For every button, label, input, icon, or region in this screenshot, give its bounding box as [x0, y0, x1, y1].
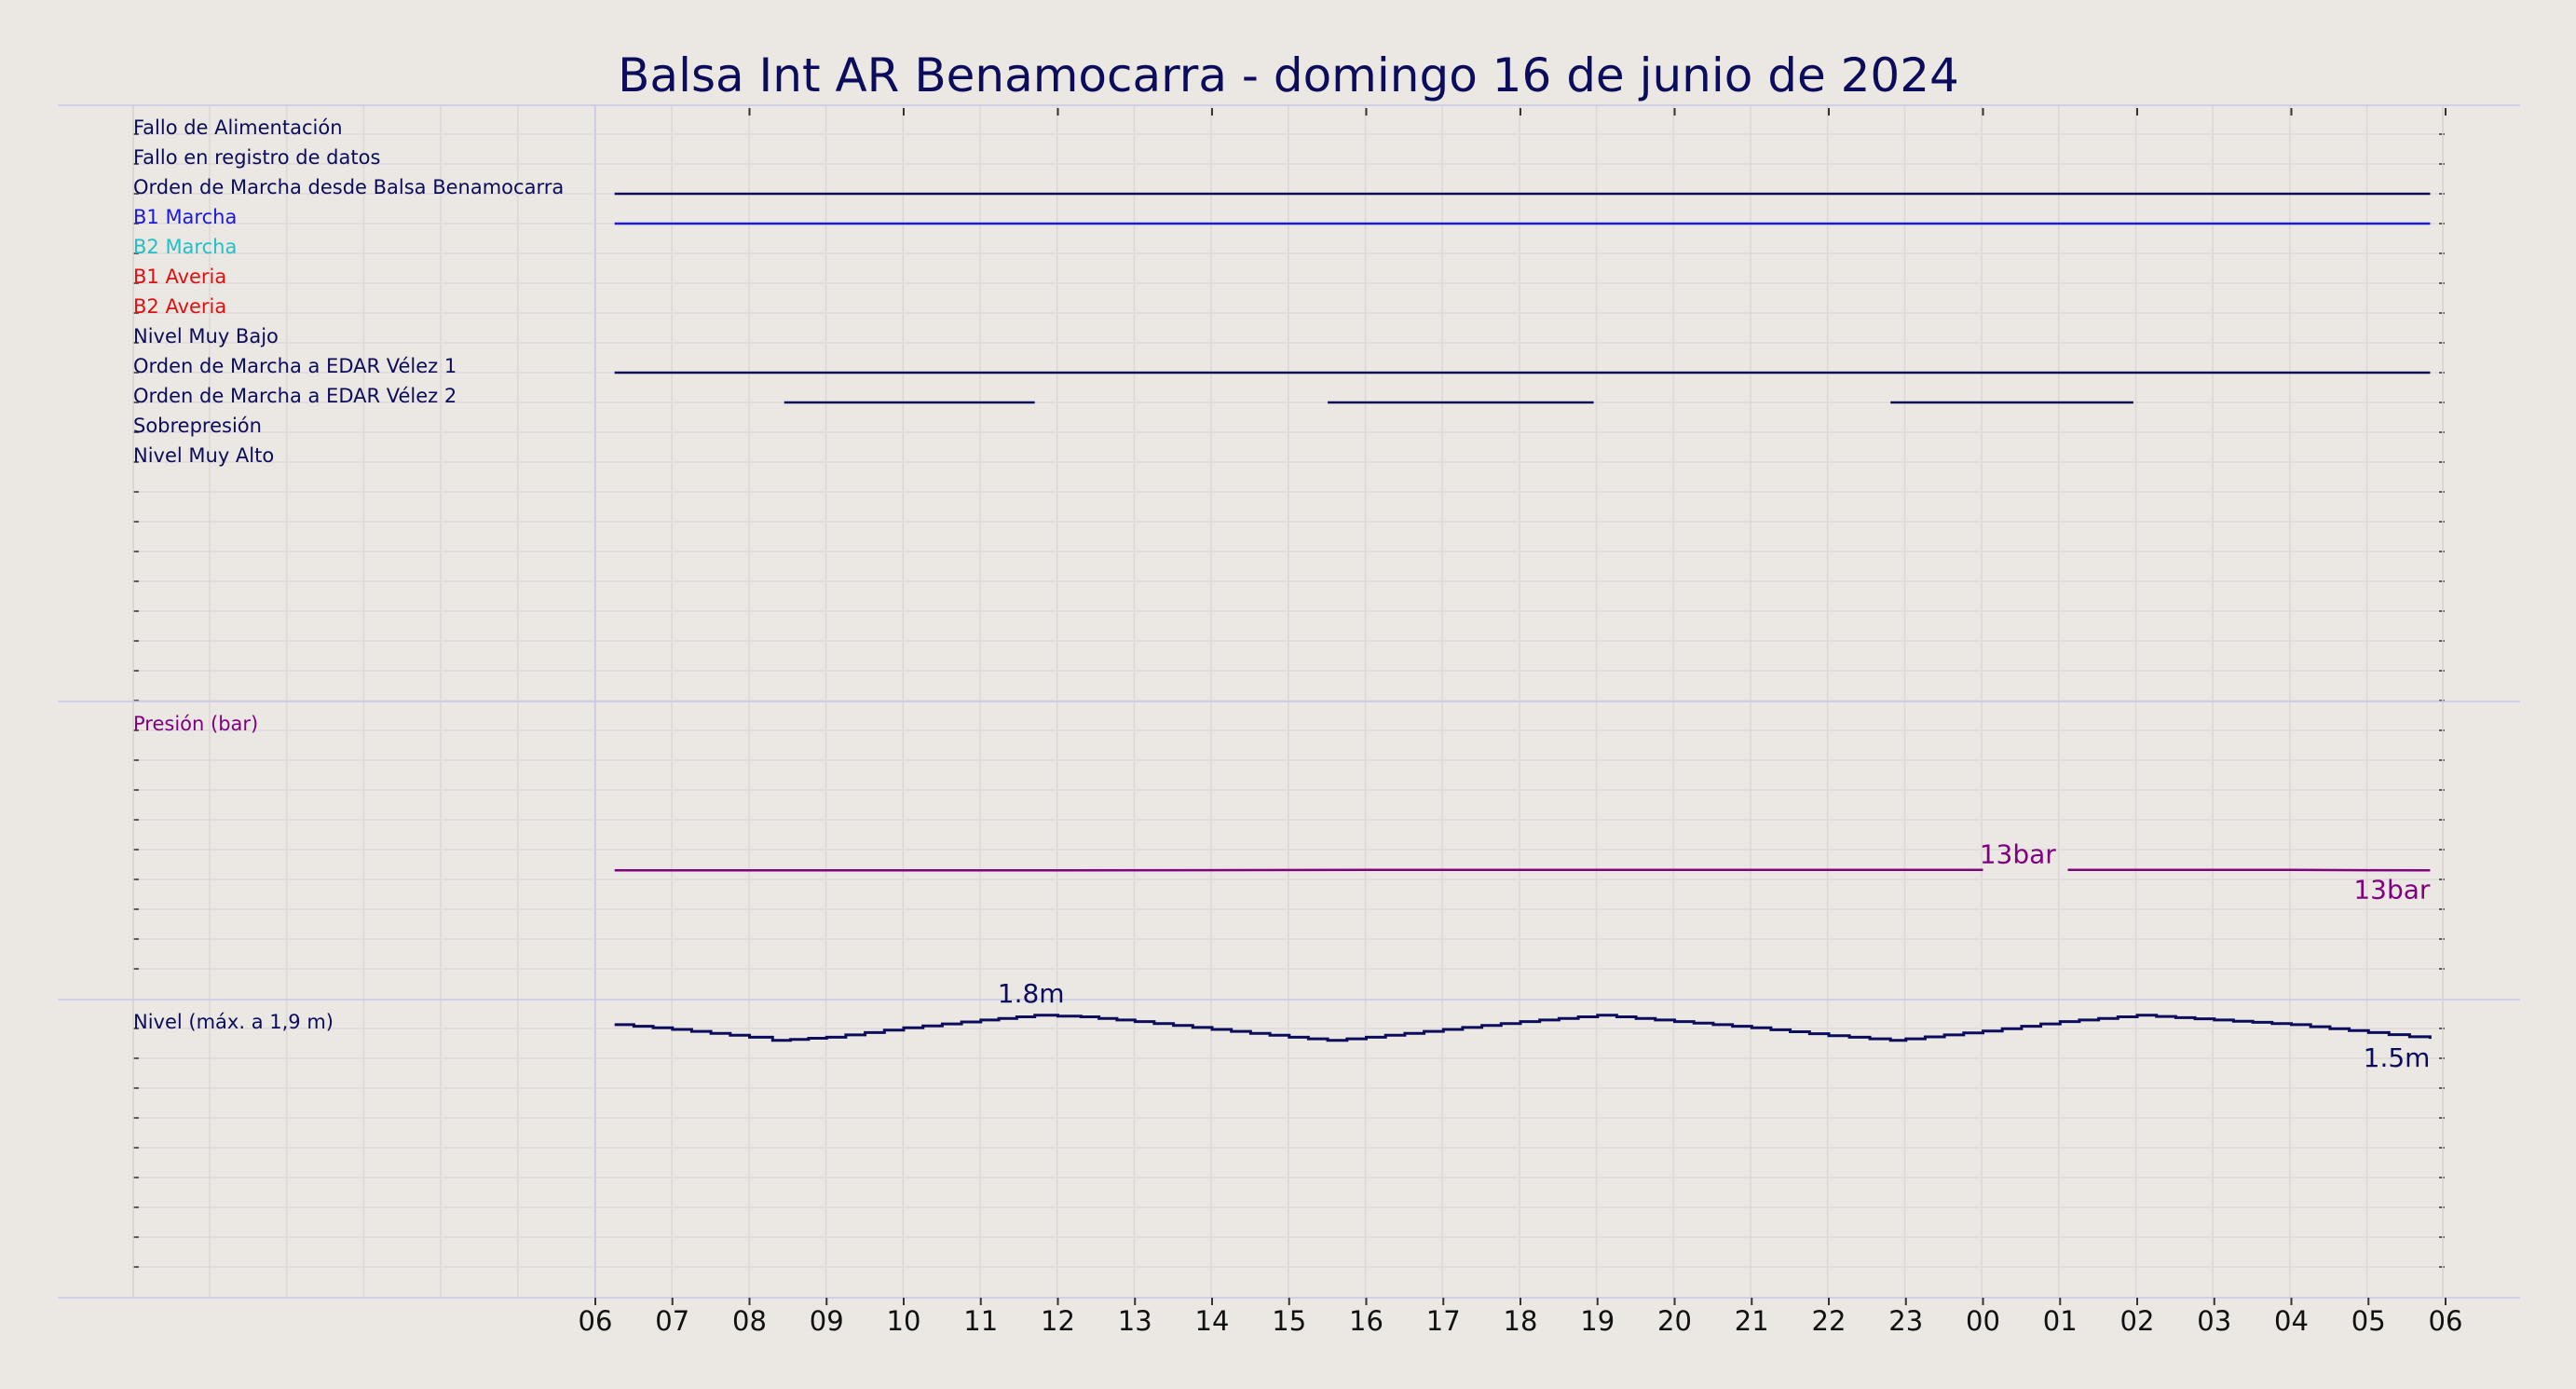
- x-tick-label: 15: [1272, 1305, 1306, 1337]
- signal-label: B1 Marcha: [133, 206, 237, 228]
- signal-label: B2 Averia: [133, 295, 226, 318]
- signal-label: B2 Marcha: [133, 236, 237, 258]
- signal-label: Nivel Muy Alto: [133, 444, 274, 467]
- x-tick-label: 04: [2274, 1305, 2309, 1337]
- x-tick-label: 19: [1580, 1305, 1615, 1337]
- level-annotation: 1.5m: [2364, 1042, 2431, 1073]
- x-tick-label: 06: [579, 1305, 613, 1337]
- level-label: Nivel (máx. a 1,9 m): [133, 1011, 334, 1033]
- x-tick-label: 03: [2197, 1305, 2231, 1337]
- signal-label: B1 Averia: [133, 266, 226, 288]
- signal-label: Fallo en registro de datos: [133, 146, 380, 169]
- pressure-series-line: [2067, 868, 2431, 872]
- signal-labels: Fallo de Alimentación Fallo en registro d…: [133, 116, 564, 467]
- x-axis: 06 07 08 09 10 11 12 13 14 15 16 17 18 19 20 21 22 23 00 01…: [579, 1298, 2463, 1337]
- x-tick-label: 16: [1349, 1305, 1383, 1337]
- x-tick-label: 17: [1426, 1305, 1461, 1337]
- pressure-annotation: 13bar: [1980, 838, 2057, 869]
- pressure-annotation: 13bar: [2353, 874, 2431, 905]
- x-tick-label: 21: [1735, 1305, 1769, 1337]
- x-tick-label: 06: [2429, 1305, 2463, 1337]
- x-tick-label: 11: [963, 1305, 998, 1337]
- signal-label: Orden de Marcha a EDAR Vélez 2: [133, 385, 457, 407]
- level-series-line: [614, 1014, 2432, 1042]
- signal-label: Orden de Marcha desde Balsa Benamocarra: [133, 176, 564, 198]
- signal-label: Sobrepresión: [133, 415, 262, 437]
- signal-label: Fallo de Alimentación: [133, 116, 343, 139]
- x-tick-label: 01: [2043, 1305, 2078, 1337]
- x-tick-label: 20: [1657, 1305, 1692, 1337]
- x-tick-label: 08: [732, 1305, 767, 1337]
- digital-signals: [614, 192, 2431, 404]
- x-tick-label: 10: [887, 1305, 921, 1337]
- x-tick-label: 00: [1966, 1305, 2000, 1337]
- x-tick-label: 02: [2120, 1305, 2155, 1337]
- signal-label: Nivel Muy Bajo: [133, 325, 279, 347]
- level-annotation: 1.8m: [998, 978, 1065, 1009]
- x-tick-label: 22: [1812, 1305, 1847, 1337]
- x-tick-label: 12: [1041, 1305, 1075, 1337]
- x-tick-label: 13: [1118, 1305, 1152, 1337]
- x-tick-label: 23: [1888, 1305, 1923, 1337]
- x-tick-label: 09: [810, 1305, 844, 1337]
- chart-title: Balsa Int AR Benamocarra - domingo 16 de…: [618, 48, 1959, 102]
- level-panel: Nivel (máx. a 1,9 m) 1.8m 1.5m: [133, 978, 2432, 1073]
- x-tick-label: 05: [2351, 1305, 2386, 1337]
- x-tick-label: 18: [1504, 1305, 1538, 1337]
- x-tick-label: 07: [655, 1305, 689, 1337]
- signal-label: Orden de Marcha a EDAR Vélez 1: [133, 355, 457, 377]
- pressure-label: Presión (bar): [133, 713, 258, 735]
- pressure-panel: Presión (bar) 13bar 13bar: [133, 713, 2431, 905]
- x-tick-label: 14: [1195, 1305, 1230, 1337]
- pressure-series-line: [614, 868, 1983, 872]
